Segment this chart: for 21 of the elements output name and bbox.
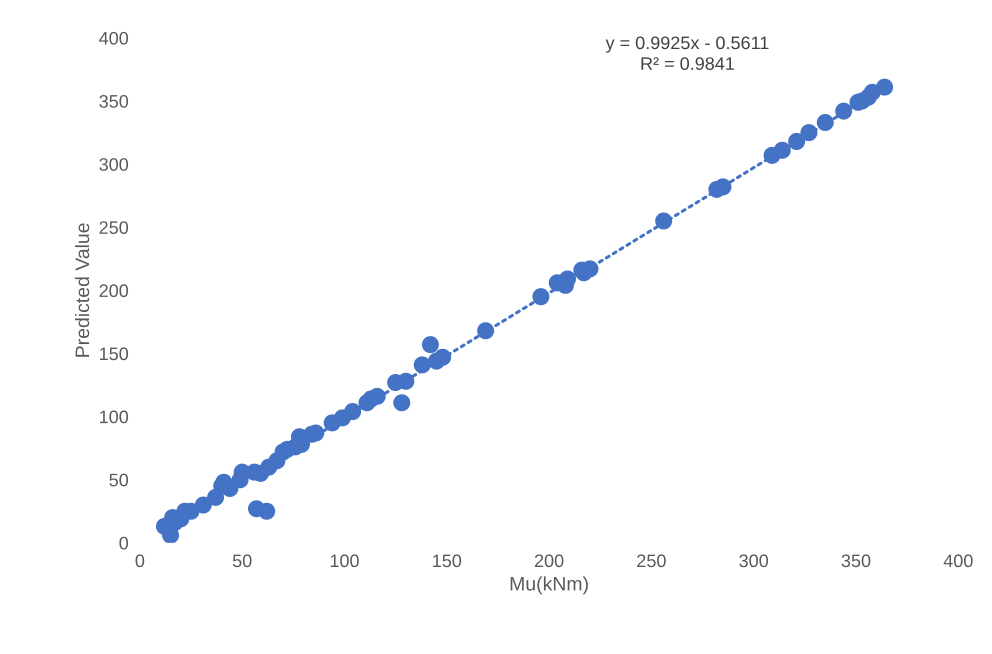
x-axis-title: Mu(kNm) <box>510 576 588 594</box>
y-tick-label: 350 <box>99 94 128 108</box>
y-tick-label: 100 <box>100 410 128 424</box>
y-tick-label: 300 <box>99 158 128 171</box>
y-tick-label: 50 <box>109 474 128 486</box>
x-tick-label: 250 <box>637 554 666 568</box>
x-tick-label: 150 <box>433 554 462 568</box>
y-tick-label: 200 <box>100 284 128 298</box>
x-tick-label: 50 <box>232 554 252 568</box>
x-tick-label: 100 <box>330 554 359 568</box>
y-tick-label: 150 <box>100 347 128 360</box>
x-tick-label: 350 <box>842 554 870 568</box>
y-tick-label: 400 <box>99 32 128 45</box>
x-tick-label: 300 <box>739 554 768 568</box>
annotation: y = 0.9925x - 0.5611 R² = 0.9841 <box>606 36 768 70</box>
y-tick-label: 0 <box>119 536 128 550</box>
x-tick-label: 200 <box>534 554 564 568</box>
y-axis-title: Predicted Value <box>74 223 90 357</box>
y-tick-label: 250 <box>100 221 128 234</box>
x-tick-label: 0 <box>136 554 144 568</box>
x-tick-label: 400 <box>944 554 973 568</box>
